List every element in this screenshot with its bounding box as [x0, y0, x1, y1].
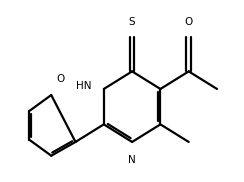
Text: O: O [56, 74, 65, 84]
Text: O: O [185, 17, 193, 27]
Text: N: N [128, 155, 136, 165]
Text: HN: HN [76, 81, 92, 91]
Text: S: S [129, 17, 135, 27]
